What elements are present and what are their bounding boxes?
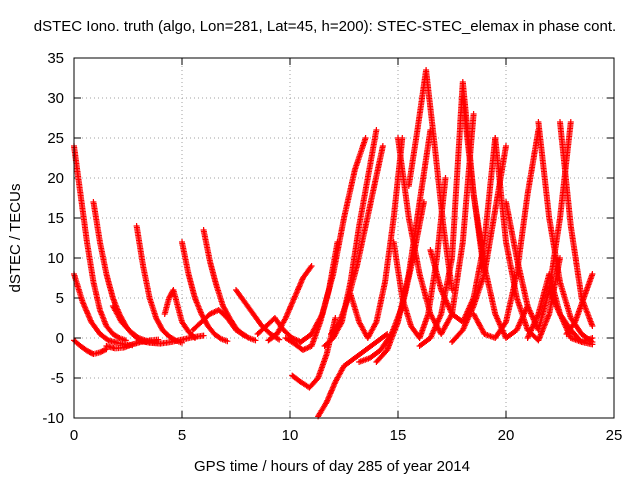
series-1-markers <box>71 271 136 349</box>
series-3 <box>90 199 149 345</box>
tick-label-layer: 0 5 10 15 20 25 -10 -5 0 5 10 15 20 25 30 35 <box>42 50 622 444</box>
series-9 <box>179 239 231 345</box>
series-5-markers <box>133 223 185 346</box>
y-tick-label: 10 <box>47 250 64 267</box>
x-tick-label: 25 <box>606 427 623 444</box>
series-3-markers <box>90 199 149 345</box>
series-30-markers <box>459 95 531 341</box>
series-7-markers <box>135 332 207 347</box>
series-38 <box>563 271 596 337</box>
y-tick-label: -5 <box>51 370 64 387</box>
data-marks <box>71 67 596 420</box>
series-18 <box>297 135 369 345</box>
series-36 <box>557 119 596 329</box>
y-tick-label: 5 <box>56 290 64 307</box>
y-axis-label: dSTEC / TECUs <box>7 184 24 293</box>
series-38-markers <box>563 271 596 337</box>
series-14 <box>265 263 315 344</box>
series-11 <box>189 307 248 339</box>
series-19-markers <box>321 127 380 349</box>
series-7 <box>135 332 207 347</box>
y-tick-label: 35 <box>47 50 64 67</box>
series-1 <box>71 271 136 349</box>
series-11-markers <box>189 307 248 339</box>
series-18-markers <box>297 135 369 345</box>
series-17-markers <box>315 331 391 420</box>
series-8-markers <box>161 287 198 341</box>
y-tick-label: 15 <box>47 210 64 227</box>
y-tick-label: 30 <box>47 90 64 107</box>
y-tick-label: 0 <box>56 330 64 347</box>
chart-title: dSTEC Iono. truth (algo, Lon=281, Lat=45… <box>34 18 616 35</box>
series-8 <box>161 287 198 341</box>
series-26 <box>405 67 455 293</box>
series-36-markers <box>557 119 596 329</box>
series-5 <box>133 223 185 346</box>
series-9-markers <box>179 239 231 345</box>
series-37 <box>546 287 596 348</box>
x-tick-label: 5 <box>178 427 186 444</box>
x-tick-label: 15 <box>390 427 407 444</box>
y-tick-label: 20 <box>47 170 64 187</box>
plot-frame <box>73 57 615 419</box>
series-17 <box>315 331 391 420</box>
x-tick-label: 0 <box>70 427 78 444</box>
series-19 <box>321 127 380 349</box>
series-37-markers <box>546 287 596 348</box>
series-14-markers <box>265 263 315 344</box>
x-tick-label: 10 <box>282 427 299 444</box>
series-2 <box>71 337 110 357</box>
y-tick-label: 25 <box>47 130 64 147</box>
series-2-markers <box>71 337 110 357</box>
series-30 <box>459 95 531 341</box>
x-axis-label: GPS time / hours of day 285 of year 2014 <box>194 458 470 475</box>
x-tick-label: 20 <box>498 427 515 444</box>
series-26-markers <box>405 67 455 293</box>
y-tick-label: -10 <box>42 410 64 427</box>
